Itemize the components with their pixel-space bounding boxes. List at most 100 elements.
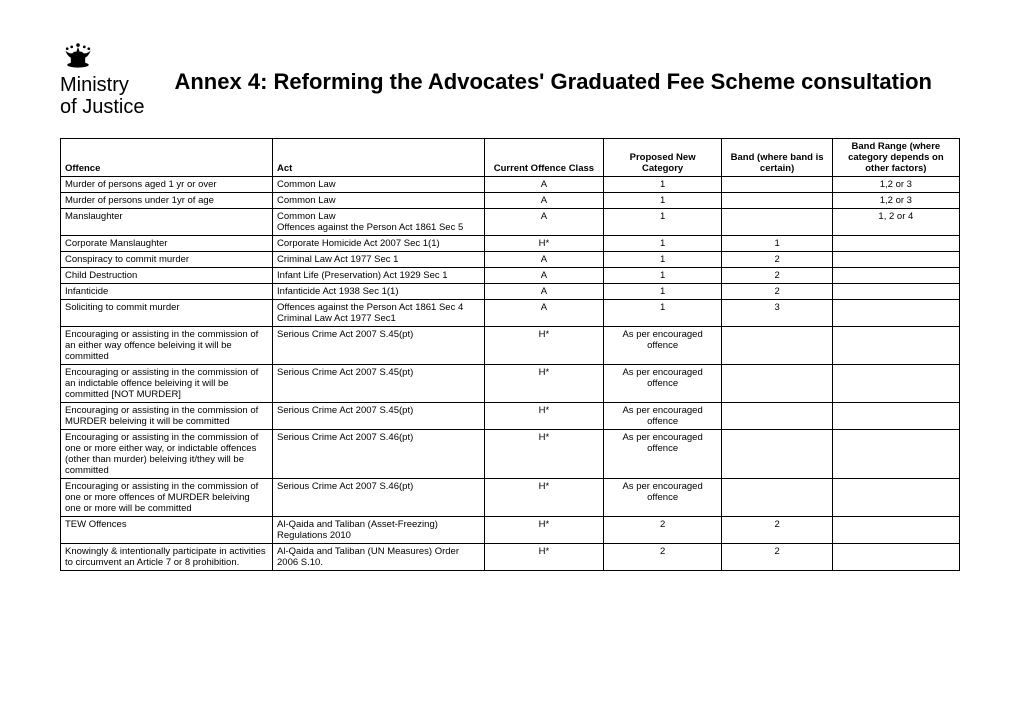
cell-category: 1 xyxy=(603,268,722,284)
cell-range xyxy=(832,403,959,430)
col-header-act: Act xyxy=(273,139,485,177)
table-row: Encouraging or assisting in the commissi… xyxy=(61,479,960,517)
table-row: Encouraging or assisting in the commissi… xyxy=(61,403,960,430)
cell-category: As per encouraged offence xyxy=(603,403,722,430)
cell-class: A xyxy=(485,284,604,300)
crown-crest-icon xyxy=(60,40,96,70)
cell-offence: Soliciting to commit murder xyxy=(61,300,273,327)
cell-offence: Murder of persons aged 1 yr or over xyxy=(61,177,273,193)
col-header-range: Band Range (where category depends on ot… xyxy=(832,139,959,177)
cell-act: Common Law Offences against the Person A… xyxy=(273,209,485,236)
table-row: Child DestructionInfant Life (Preservati… xyxy=(61,268,960,284)
table-row: Encouraging or assisting in the commissi… xyxy=(61,327,960,365)
table-body: Murder of persons aged 1 yr or overCommo… xyxy=(61,177,960,571)
cell-act: Serious Crime Act 2007 S.45(pt) xyxy=(273,327,485,365)
table-row: Corporate ManslaughterCorporate Homicide… xyxy=(61,236,960,252)
cell-offence: Encouraging or assisting in the commissi… xyxy=(61,479,273,517)
cell-offence: Child Destruction xyxy=(61,268,273,284)
cell-act: Serious Crime Act 2007 S.45(pt) xyxy=(273,365,485,403)
cell-range xyxy=(832,327,959,365)
cell-class: A xyxy=(485,209,604,236)
cell-act: Serious Crime Act 2007 S.46(pt) xyxy=(273,430,485,479)
cell-category: 1 xyxy=(603,236,722,252)
cell-act: Al-Qaida and Taliban (Asset-Freezing) Re… xyxy=(273,517,485,544)
cell-range xyxy=(832,300,959,327)
cell-class: H* xyxy=(485,236,604,252)
ministry-logo-block: Ministry of Justice xyxy=(60,40,144,118)
cell-band: 2 xyxy=(722,252,832,268)
cell-band: 3 xyxy=(722,300,832,327)
cell-range xyxy=(832,517,959,544)
document-header: Ministry of Justice Annex 4: Reforming t… xyxy=(60,40,960,118)
table-row: Encouraging or assisting in the commissi… xyxy=(61,365,960,403)
table-row: ManslaughterCommon Law Offences against … xyxy=(61,209,960,236)
cell-band: 2 xyxy=(722,268,832,284)
cell-class: H* xyxy=(485,430,604,479)
ministry-name: Ministry of Justice xyxy=(60,74,144,118)
cell-category: As per encouraged offence xyxy=(603,365,722,403)
cell-band xyxy=(722,327,832,365)
col-header-band: Band (where band is certain) xyxy=(722,139,832,177)
cell-band xyxy=(722,430,832,479)
table-row: Murder of persons aged 1 yr or overCommo… xyxy=(61,177,960,193)
cell-band xyxy=(722,403,832,430)
cell-class: H* xyxy=(485,544,604,571)
cell-range xyxy=(832,479,959,517)
cell-class: A xyxy=(485,268,604,284)
cell-act: Criminal Law Act 1977 Sec 1 xyxy=(273,252,485,268)
cell-range xyxy=(832,268,959,284)
cell-band xyxy=(722,479,832,517)
cell-offence: Encouraging or assisting in the commissi… xyxy=(61,430,273,479)
cell-band: 2 xyxy=(722,284,832,300)
ministry-line1: Ministry xyxy=(60,74,144,96)
col-header-category: Proposed New Category xyxy=(603,139,722,177)
cell-range: 1, 2 or 4 xyxy=(832,209,959,236)
col-header-offence: Offence xyxy=(61,139,273,177)
cell-class: A xyxy=(485,177,604,193)
table-row: Conspiracy to commit murderCriminal Law … xyxy=(61,252,960,268)
cell-range xyxy=(832,544,959,571)
cell-act: Corporate Homicide Act 2007 Sec 1(1) xyxy=(273,236,485,252)
cell-offence: Knowingly & intentionally participate in… xyxy=(61,544,273,571)
cell-act: Serious Crime Act 2007 S.46(pt) xyxy=(273,479,485,517)
cell-offence: Encouraging or assisting in the commissi… xyxy=(61,403,273,430)
table-row: Encouraging or assisting in the commissi… xyxy=(61,430,960,479)
cell-category: 1 xyxy=(603,284,722,300)
cell-category: As per encouraged offence xyxy=(603,479,722,517)
table-row: Knowingly & intentionally participate in… xyxy=(61,544,960,571)
cell-act: Common Law xyxy=(273,177,485,193)
cell-act: Serious Crime Act 2007 S.45(pt) xyxy=(273,403,485,430)
cell-category: 1 xyxy=(603,209,722,236)
cell-class: H* xyxy=(485,403,604,430)
cell-offence: Corporate Manslaughter xyxy=(61,236,273,252)
table-row: InfanticideInfanticide Act 1938 Sec 1(1)… xyxy=(61,284,960,300)
cell-range xyxy=(832,252,959,268)
cell-class: H* xyxy=(485,365,604,403)
cell-range xyxy=(832,284,959,300)
cell-range: 1,2 or 3 xyxy=(832,193,959,209)
col-header-class: Current Offence Class xyxy=(485,139,604,177)
offences-table: Offence Act Current Offence Class Propos… xyxy=(60,138,960,571)
cell-offence: Conspiracy to commit murder xyxy=(61,252,273,268)
cell-category: 1 xyxy=(603,193,722,209)
cell-category: 1 xyxy=(603,300,722,327)
cell-band xyxy=(722,177,832,193)
cell-band: 2 xyxy=(722,517,832,544)
cell-act: Common Law xyxy=(273,193,485,209)
cell-band: 2 xyxy=(722,544,832,571)
cell-range: 1,2 or 3 xyxy=(832,177,959,193)
cell-band xyxy=(722,365,832,403)
cell-class: A xyxy=(485,252,604,268)
cell-class: H* xyxy=(485,327,604,365)
cell-offence: Infanticide xyxy=(61,284,273,300)
document-title: Annex 4: Reforming the Advocates' Gradua… xyxy=(174,40,960,96)
table-header-row: Offence Act Current Offence Class Propos… xyxy=(61,139,960,177)
cell-act: Infanticide Act 1938 Sec 1(1) xyxy=(273,284,485,300)
cell-category: 2 xyxy=(603,544,722,571)
cell-act: Al-Qaida and Taliban (UN Measures) Order… xyxy=(273,544,485,571)
cell-act: Offences against the Person Act 1861 Sec… xyxy=(273,300,485,327)
cell-band: 1 xyxy=(722,236,832,252)
cell-offence: TEW Offences xyxy=(61,517,273,544)
cell-offence: Murder of persons under 1yr of age xyxy=(61,193,273,209)
cell-class: A xyxy=(485,300,604,327)
